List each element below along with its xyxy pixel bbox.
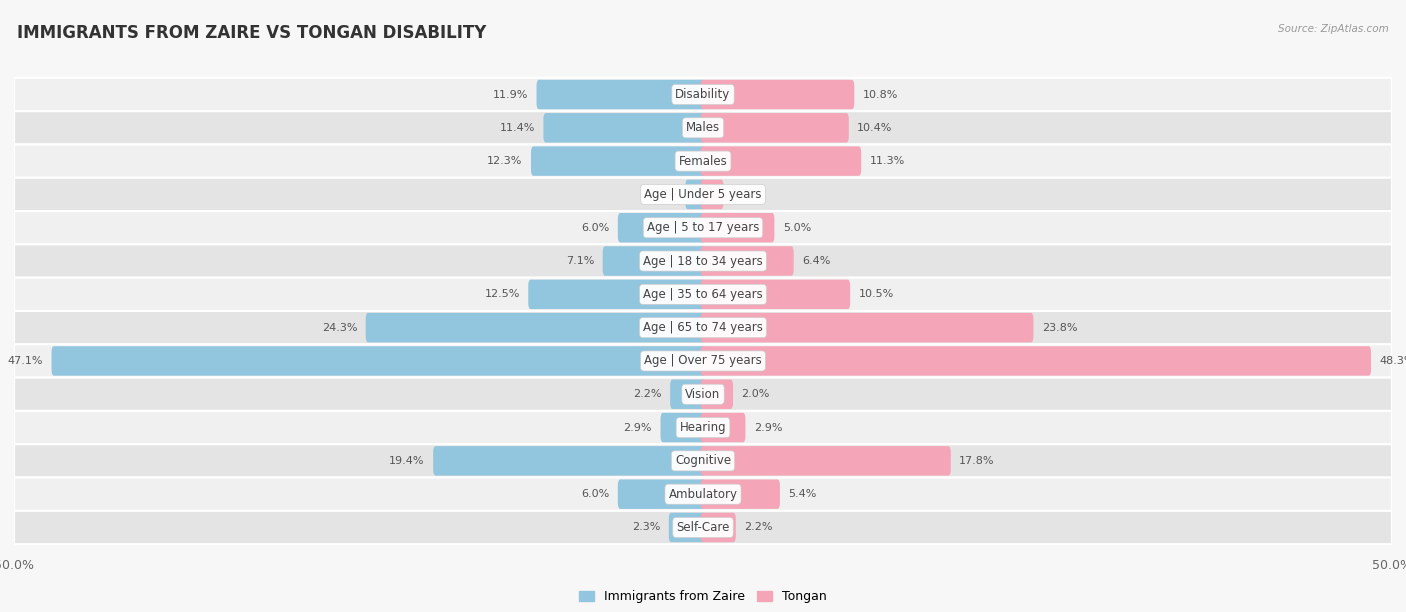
Text: IMMIGRANTS FROM ZAIRE VS TONGAN DISABILITY: IMMIGRANTS FROM ZAIRE VS TONGAN DISABILI… — [17, 24, 486, 42]
Text: 10.5%: 10.5% — [859, 289, 894, 299]
Text: Source: ZipAtlas.com: Source: ZipAtlas.com — [1278, 24, 1389, 34]
FancyBboxPatch shape — [531, 146, 706, 176]
Text: 1.3%: 1.3% — [733, 190, 761, 200]
Text: 6.0%: 6.0% — [581, 223, 609, 233]
Text: 10.8%: 10.8% — [863, 89, 898, 100]
FancyBboxPatch shape — [14, 111, 1392, 144]
Text: 2.9%: 2.9% — [623, 422, 652, 433]
FancyBboxPatch shape — [537, 80, 706, 109]
Text: 6.0%: 6.0% — [581, 489, 609, 499]
Text: 11.4%: 11.4% — [499, 123, 534, 133]
Text: Males: Males — [686, 121, 720, 134]
Text: 10.4%: 10.4% — [858, 123, 893, 133]
FancyBboxPatch shape — [700, 146, 862, 176]
Text: 11.9%: 11.9% — [492, 89, 529, 100]
FancyBboxPatch shape — [685, 180, 706, 209]
FancyBboxPatch shape — [671, 379, 706, 409]
FancyBboxPatch shape — [700, 180, 724, 209]
FancyBboxPatch shape — [700, 379, 733, 409]
Text: 7.1%: 7.1% — [565, 256, 595, 266]
FancyBboxPatch shape — [700, 446, 950, 476]
FancyBboxPatch shape — [14, 144, 1392, 177]
FancyBboxPatch shape — [14, 378, 1392, 411]
Text: 23.8%: 23.8% — [1042, 323, 1077, 333]
FancyBboxPatch shape — [14, 444, 1392, 477]
Text: 24.3%: 24.3% — [322, 323, 357, 333]
FancyBboxPatch shape — [14, 311, 1392, 345]
FancyBboxPatch shape — [14, 477, 1392, 511]
Text: 6.4%: 6.4% — [803, 256, 831, 266]
Text: 2.3%: 2.3% — [631, 523, 661, 532]
FancyBboxPatch shape — [700, 280, 851, 309]
FancyBboxPatch shape — [700, 246, 794, 276]
Text: 5.4%: 5.4% — [789, 489, 817, 499]
FancyBboxPatch shape — [14, 211, 1392, 244]
FancyBboxPatch shape — [700, 479, 780, 509]
Text: 2.2%: 2.2% — [633, 389, 662, 399]
FancyBboxPatch shape — [700, 313, 1033, 342]
FancyBboxPatch shape — [617, 213, 706, 242]
FancyBboxPatch shape — [14, 511, 1392, 544]
FancyBboxPatch shape — [529, 280, 706, 309]
Text: Age | Under 5 years: Age | Under 5 years — [644, 188, 762, 201]
FancyBboxPatch shape — [669, 513, 706, 542]
FancyBboxPatch shape — [14, 411, 1392, 444]
Text: Age | 35 to 64 years: Age | 35 to 64 years — [643, 288, 763, 301]
Text: 12.3%: 12.3% — [486, 156, 523, 166]
Text: Cognitive: Cognitive — [675, 454, 731, 468]
Text: Disability: Disability — [675, 88, 731, 101]
FancyBboxPatch shape — [366, 313, 706, 342]
FancyBboxPatch shape — [543, 113, 706, 143]
Text: Age | 65 to 74 years: Age | 65 to 74 years — [643, 321, 763, 334]
FancyBboxPatch shape — [52, 346, 706, 376]
FancyBboxPatch shape — [14, 244, 1392, 278]
FancyBboxPatch shape — [603, 246, 706, 276]
FancyBboxPatch shape — [700, 213, 775, 242]
FancyBboxPatch shape — [700, 413, 745, 442]
FancyBboxPatch shape — [14, 78, 1392, 111]
Text: Ambulatory: Ambulatory — [668, 488, 738, 501]
FancyBboxPatch shape — [14, 345, 1392, 378]
Text: Vision: Vision — [685, 388, 721, 401]
FancyBboxPatch shape — [700, 346, 1371, 376]
Text: 2.0%: 2.0% — [741, 389, 770, 399]
FancyBboxPatch shape — [661, 413, 706, 442]
Text: Hearing: Hearing — [679, 421, 727, 434]
FancyBboxPatch shape — [700, 113, 849, 143]
Text: 17.8%: 17.8% — [959, 456, 995, 466]
Text: Females: Females — [679, 155, 727, 168]
Text: 5.0%: 5.0% — [783, 223, 811, 233]
FancyBboxPatch shape — [433, 446, 706, 476]
FancyBboxPatch shape — [700, 513, 735, 542]
Text: 19.4%: 19.4% — [389, 456, 425, 466]
Text: 47.1%: 47.1% — [7, 356, 44, 366]
FancyBboxPatch shape — [617, 479, 706, 509]
FancyBboxPatch shape — [14, 278, 1392, 311]
FancyBboxPatch shape — [14, 177, 1392, 211]
Text: 2.2%: 2.2% — [744, 523, 773, 532]
FancyBboxPatch shape — [700, 80, 855, 109]
Text: 2.9%: 2.9% — [754, 422, 783, 433]
Text: Self-Care: Self-Care — [676, 521, 730, 534]
Text: Age | Over 75 years: Age | Over 75 years — [644, 354, 762, 367]
Legend: Immigrants from Zaire, Tongan: Immigrants from Zaire, Tongan — [574, 585, 832, 608]
Text: Age | 18 to 34 years: Age | 18 to 34 years — [643, 255, 763, 267]
Text: 12.5%: 12.5% — [484, 289, 520, 299]
Text: 1.1%: 1.1% — [648, 190, 676, 200]
Text: Age | 5 to 17 years: Age | 5 to 17 years — [647, 221, 759, 234]
Text: 11.3%: 11.3% — [870, 156, 905, 166]
Text: 48.3%: 48.3% — [1379, 356, 1406, 366]
